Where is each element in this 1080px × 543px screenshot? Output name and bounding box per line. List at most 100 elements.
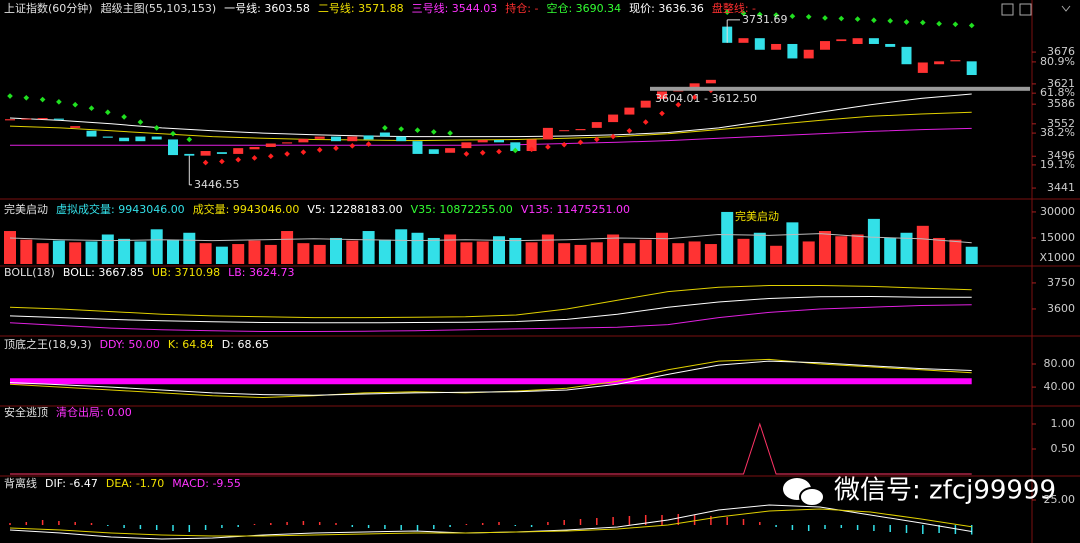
candle [331, 136, 341, 142]
candle [542, 127, 553, 140]
sar-dot [854, 16, 861, 22]
candle [200, 151, 211, 156]
panel-label: 一号线: 3603.58 [224, 1, 310, 15]
candle [820, 41, 830, 50]
indicator-line [9, 508, 972, 537]
panel-label: 安全逃顶 [4, 405, 48, 419]
volume-bar [378, 239, 391, 264]
volume-bar [69, 242, 82, 264]
indicator-line [9, 360, 972, 396]
volume-bar [297, 243, 310, 264]
candle [885, 43, 896, 47]
volume-bar [330, 237, 342, 264]
panel-label: 超级主图(55,103,153) [101, 1, 217, 15]
panel-label: UB: 3710.98 [152, 266, 220, 279]
volume-bar [476, 241, 489, 264]
volume-bar [656, 232, 668, 264]
window-icons[interactable] [1001, 3, 1071, 16]
panel-label: BOLL(18) [4, 266, 55, 279]
volume-bar [346, 240, 359, 264]
range-band [650, 86, 1030, 91]
candle [282, 142, 293, 144]
volume-bar [460, 242, 473, 264]
volume-bar [395, 229, 408, 264]
candle [445, 148, 456, 153]
sar-dot [235, 156, 242, 163]
candle [347, 136, 358, 142]
volume-bar [427, 237, 440, 264]
volume-bar [867, 218, 880, 264]
candle [526, 139, 537, 152]
candle [608, 114, 619, 123]
sar-dot [430, 129, 437, 135]
indicator-line [9, 285, 972, 319]
sar-dot [528, 146, 535, 153]
y-tick-label: 3586 [1047, 97, 1075, 110]
sar-dot [593, 136, 600, 143]
panel-label: DIF: -6.47 [45, 477, 98, 490]
candle [738, 38, 749, 43]
candle [314, 136, 325, 139]
panel-label: K: 64.84 [168, 338, 214, 351]
panel-label: 二号线: 3571.88 [318, 1, 404, 15]
sar-dot [219, 158, 225, 165]
sar-dot [316, 147, 323, 153]
fib-tick-label: 38.2% [1040, 126, 1075, 139]
sar-dot [740, 10, 747, 17]
candle [265, 143, 276, 147]
sar-dot [512, 147, 519, 154]
panel-label: 空仓: 3690.34 [546, 1, 621, 15]
sar-dot [365, 141, 372, 147]
panel-label: 持仓: - [505, 1, 538, 15]
sar-dot [72, 101, 79, 108]
sar-dot [170, 130, 176, 137]
candle [70, 126, 81, 128]
candle [298, 138, 309, 143]
sar-dot [610, 133, 616, 140]
volume-bar [884, 237, 897, 264]
sar-dot [121, 114, 127, 120]
indicator-line [9, 233, 972, 244]
sar-dot [300, 149, 307, 156]
sar-dot [251, 155, 258, 161]
sar-dot [773, 12, 779, 18]
sar-dot [756, 11, 763, 18]
volume-bar [52, 240, 65, 264]
y-tick-label: 3676 [1047, 45, 1075, 58]
sar-dot [333, 145, 339, 151]
volume-bar [721, 211, 734, 264]
panel-label: 清仓出局: 0.00 [56, 405, 132, 419]
volume-bar [623, 243, 636, 264]
sar-dot [414, 127, 421, 134]
candle [803, 49, 814, 59]
volume-bar [525, 242, 538, 264]
sar-dot [626, 127, 633, 134]
candle [102, 136, 113, 138]
candle [363, 135, 374, 140]
panel-label: 上证指数(60分钟) [4, 1, 93, 15]
y-tick-label: 15000 [1040, 231, 1075, 244]
sar-dot [952, 21, 959, 28]
candle [412, 141, 423, 154]
y-tick-label: 3600 [1047, 302, 1075, 315]
volume-bar [639, 239, 652, 264]
volume-bar [264, 244, 277, 264]
volume-bar [574, 244, 587, 264]
candle [396, 136, 407, 142]
volume-bar [900, 232, 913, 264]
panel-label: V35: 10872255.00 [411, 203, 513, 216]
candle [86, 130, 97, 137]
watermark: 微信号: zfcj99999 [834, 476, 1056, 506]
volume-bar [737, 238, 750, 264]
volume-bar [607, 234, 620, 264]
candle [787, 43, 798, 59]
panel-label: LB: 3624.73 [228, 266, 294, 279]
annotation: 3604.01 - 3612.50 [655, 92, 757, 105]
candle [754, 38, 765, 50]
volume-bar [590, 242, 603, 264]
candle [852, 38, 863, 44]
y-tick-label: 0.50 [1051, 442, 1076, 455]
indicator-line [9, 304, 972, 332]
volume-bar [916, 225, 929, 264]
